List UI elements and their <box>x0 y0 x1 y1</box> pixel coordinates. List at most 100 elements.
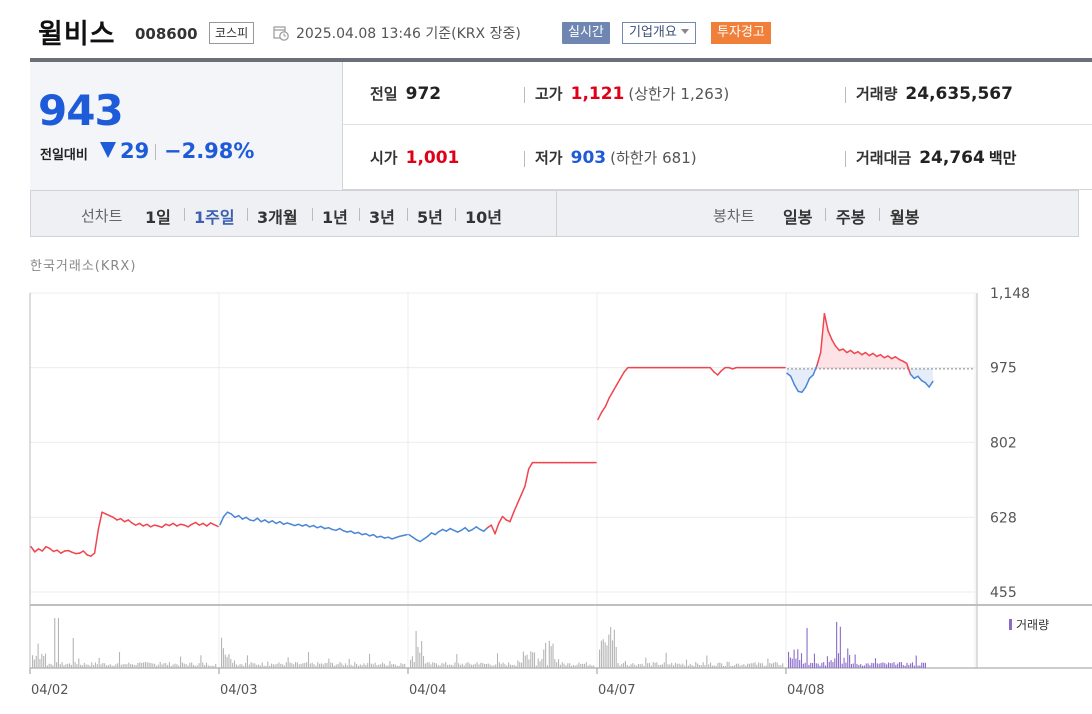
y-tick-label: 628 <box>990 510 1017 526</box>
volume-bar <box>83 662 85 668</box>
volume-bar <box>502 662 504 668</box>
price-segment <box>834 345 841 352</box>
volume-bar <box>152 663 154 668</box>
volume-bar <box>713 665 715 668</box>
volume-bar <box>135 665 137 668</box>
lower-limit: (하한가 681) <box>610 149 697 167</box>
volume-bar <box>658 665 660 668</box>
company-overview-button[interactable]: 기업개요 <box>622 22 696 44</box>
volume-bar <box>691 665 693 668</box>
volume-bar <box>778 665 780 668</box>
volume-bar <box>265 665 267 668</box>
investment-warning-badge[interactable]: 투자경고 <box>711 22 771 44</box>
volume-bar <box>724 665 726 668</box>
price-segment <box>786 372 792 378</box>
period-3y[interactable]: 3년 <box>369 208 395 227</box>
volume-bar <box>296 662 298 668</box>
realtime-button[interactable]: 실시간 <box>562 22 610 44</box>
price-segment <box>48 547 55 553</box>
volume-bar <box>452 665 454 668</box>
price-segment <box>597 411 603 421</box>
volume-bar <box>617 663 619 668</box>
volume-bar <box>645 657 647 668</box>
volume-bar <box>830 660 832 668</box>
volume-bar <box>432 662 434 668</box>
volume-bar <box>637 664 639 668</box>
volume-bar <box>224 654 226 668</box>
cell-divider <box>845 87 846 103</box>
volume-bar <box>478 664 480 668</box>
period-1w[interactable]: 1주일 <box>194 208 235 227</box>
period-1d[interactable]: 1일 <box>145 208 171 227</box>
price-segment <box>789 375 796 386</box>
volume-bar <box>461 663 463 668</box>
volume-bar <box>669 664 671 668</box>
volume-bar <box>606 645 608 668</box>
volume-bar <box>165 663 167 668</box>
volume-bar <box>295 662 297 668</box>
exchange-label: 한국거래소(KRX) <box>30 259 137 274</box>
y-axis-ticks: 1,148 975 802 628 455 <box>990 286 1030 601</box>
price-segment <box>709 366 715 373</box>
period-5y[interactable]: 5년 <box>417 208 443 227</box>
volume-bar <box>832 662 834 668</box>
volume-bar <box>202 662 204 668</box>
candle-monthly[interactable]: 월봉 <box>890 208 920 227</box>
stock-header: 윌비스 008600 코스피 2025.04.08 13:46 기준(KRX 장… <box>0 0 1092 58</box>
volume-bar <box>682 663 684 668</box>
volume-legend-label: 거래량 <box>1016 618 1049 632</box>
volume-bar <box>743 664 745 668</box>
volume-bar <box>48 663 50 668</box>
volume-bar <box>782 663 784 668</box>
candle-weekly[interactable]: 주봉 <box>836 208 866 227</box>
period-divider <box>184 208 185 221</box>
volume-bar <box>44 653 47 668</box>
volume-bar <box>771 663 773 668</box>
volume-bar <box>443 663 445 668</box>
volume-bar <box>485 663 487 668</box>
period-3m[interactable]: 3개월 <box>257 208 298 227</box>
period-10y[interactable]: 10년 <box>465 208 502 227</box>
volume-bar <box>806 628 808 668</box>
x-tick-label: 04/08 <box>787 683 824 698</box>
candle-daily[interactable]: 일봉 <box>783 208 813 227</box>
volume-bar <box>56 662 58 668</box>
volume-bar <box>734 665 736 668</box>
volume-bar <box>788 651 790 668</box>
volume-bar <box>882 662 884 668</box>
volume-bar <box>402 664 404 668</box>
volume-bar <box>661 664 663 668</box>
volume-bar <box>280 663 282 668</box>
volume-bar <box>836 621 838 668</box>
price-segment <box>498 515 504 525</box>
period-divider <box>247 208 248 221</box>
market-badge: 코스피 <box>209 22 255 44</box>
volume-bar <box>813 653 815 668</box>
volume-bar <box>98 657 100 668</box>
volume-bar <box>484 663 486 668</box>
caret-down-icon <box>680 29 689 34</box>
volume-bar <box>306 662 308 668</box>
volume-bar <box>78 658 80 668</box>
volume-bar <box>168 662 170 668</box>
volume-bar <box>541 658 543 668</box>
volume-bar <box>337 664 339 668</box>
volume-bar <box>226 656 228 668</box>
volume-bar <box>899 662 901 668</box>
volume-bar <box>621 664 623 668</box>
volume-bar <box>834 658 836 668</box>
volume-bar <box>537 658 539 668</box>
volume-bar <box>823 662 825 668</box>
volume-bar <box>324 662 326 668</box>
price-segment <box>887 355 893 360</box>
volume-bar <box>157 664 159 668</box>
volume-bar <box>361 665 363 668</box>
volume-bar <box>650 665 652 668</box>
volume-bar <box>891 663 893 668</box>
volume-bar <box>396 665 398 668</box>
volume-bar <box>172 664 174 668</box>
period-1y[interactable]: 1년 <box>322 208 348 227</box>
price-segment <box>237 514 244 520</box>
price-segment <box>842 348 848 354</box>
volume-bar <box>313 664 315 668</box>
